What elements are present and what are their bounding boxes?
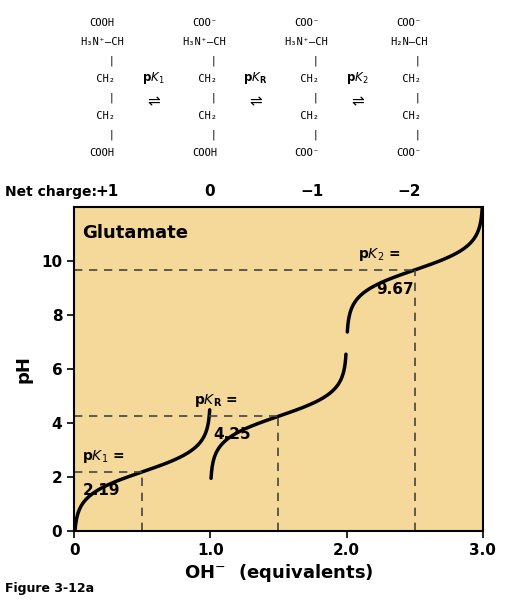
Text: H₂N—CH: H₂N—CH: [390, 37, 428, 47]
Text: CH₂: CH₂: [397, 111, 421, 121]
Text: COOH: COOH: [90, 18, 114, 28]
Text: CH₂: CH₂: [192, 111, 217, 121]
Text: ⇌: ⇌: [249, 94, 262, 109]
Text: |: |: [397, 130, 421, 140]
Text: |: |: [90, 130, 114, 140]
Text: |: |: [192, 92, 217, 103]
Text: CH₂: CH₂: [192, 74, 217, 84]
Text: p$K_{\mathregular{R}}$ =: p$K_{\mathregular{R}}$ =: [194, 392, 238, 409]
Text: COOH: COOH: [192, 148, 217, 158]
Text: +1: +1: [96, 184, 119, 199]
Text: COO⁻: COO⁻: [397, 18, 421, 28]
Text: 4.25: 4.25: [213, 427, 251, 442]
Text: p$K_2$ =: p$K_2$ =: [358, 246, 400, 263]
Text: −2: −2: [397, 184, 421, 199]
Text: |: |: [397, 92, 421, 103]
Text: 0: 0: [204, 184, 215, 199]
Text: Figure 3-12a: Figure 3-12a: [5, 582, 94, 595]
Text: H₃N⁺—CH: H₃N⁺—CH: [182, 37, 226, 47]
Text: COO⁻: COO⁻: [192, 18, 217, 28]
Text: COO⁻: COO⁻: [294, 148, 319, 158]
Text: ⇌: ⇌: [352, 94, 364, 109]
Text: p$K_1$ =: p$K_1$ =: [82, 448, 125, 465]
Text: |: |: [90, 92, 114, 103]
Text: p$K_1$: p$K_1$: [142, 70, 165, 86]
Text: |: |: [90, 55, 114, 66]
Text: 9.67: 9.67: [377, 282, 414, 297]
Text: COO⁻: COO⁻: [397, 148, 421, 158]
Text: −1: −1: [300, 184, 323, 199]
Text: OH$^{-}$  (equivalents): OH$^{-}$ (equivalents): [184, 562, 373, 584]
Text: ⇌: ⇌: [147, 94, 159, 109]
Text: |: |: [397, 55, 421, 66]
Text: CH₂: CH₂: [90, 74, 114, 84]
Text: CH₂: CH₂: [90, 111, 114, 121]
Text: 2.19: 2.19: [82, 483, 120, 498]
Text: Net charge:: Net charge:: [5, 185, 97, 199]
Text: H₃N⁺—CH: H₃N⁺—CH: [80, 37, 124, 47]
Text: COOH: COOH: [90, 148, 114, 158]
Text: H₃N⁺—CH: H₃N⁺—CH: [285, 37, 329, 47]
Text: |: |: [294, 92, 319, 103]
Text: CH₂: CH₂: [294, 74, 319, 84]
Text: CH₂: CH₂: [294, 111, 319, 121]
Text: p$K_2$: p$K_2$: [346, 70, 369, 86]
Text: COO⁻: COO⁻: [294, 18, 319, 28]
Text: CH₂: CH₂: [397, 74, 421, 84]
Text: p$K_{\mathregular{R}}$: p$K_{\mathregular{R}}$: [243, 70, 268, 86]
Y-axis label: pH: pH: [15, 355, 33, 383]
Text: Glutamate: Glutamate: [82, 224, 188, 242]
Text: |: |: [294, 55, 319, 66]
Text: |: |: [294, 130, 319, 140]
Text: |: |: [192, 55, 217, 66]
Text: |: |: [192, 130, 217, 140]
